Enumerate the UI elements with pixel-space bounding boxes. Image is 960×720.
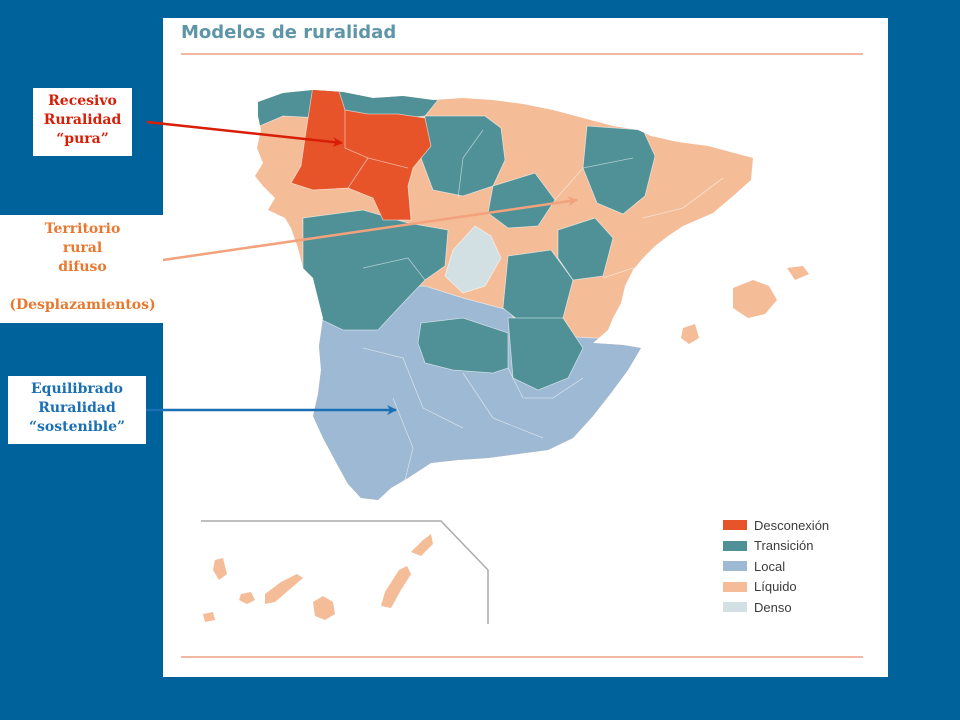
legend-swatch (723, 581, 747, 592)
top-divider (181, 53, 863, 55)
region-transicion-south-center (417, 317, 509, 374)
annotation-line: Ruralidad (38, 400, 116, 416)
annotation-line: difuso (58, 259, 107, 275)
legend-label: Local (754, 558, 786, 574)
island-fuerteventura (381, 566, 411, 608)
island-mallorca (733, 280, 777, 318)
annotation-spacer (0, 277, 165, 296)
annotation-line: Territorio (44, 221, 121, 237)
balearic-islands (681, 266, 809, 344)
map-panel: Modelos de ruralidad (163, 18, 888, 677)
legend-swatch (723, 602, 747, 613)
spain-map (201, 90, 809, 624)
island-la-gomera (239, 592, 255, 604)
canary-islands (203, 534, 433, 622)
region-transicion-aragon (582, 125, 656, 215)
island-el-hierro (203, 612, 215, 622)
canary-frame (201, 520, 489, 624)
legend-item-desconexion: Desconexión (723, 515, 829, 536)
annotation-line: (Desplazamientos) (9, 297, 156, 313)
legend-item-local: Local (723, 556, 829, 577)
legend-item-liquido: Líquido (723, 577, 829, 598)
island-menorca (787, 266, 809, 280)
annotation-line: rural (62, 240, 103, 256)
annotation-line: Ruralidad (43, 112, 122, 128)
legend-item-transicion: Transición (723, 536, 829, 557)
legend-item-denso: Denso (723, 597, 829, 618)
legend-swatch (723, 540, 747, 551)
legend-label: Desconexión (754, 517, 830, 533)
annotation-line: Equilibrado (31, 381, 123, 397)
island-tenerife (265, 574, 303, 604)
island-lanzarote (411, 534, 433, 556)
legend-label: Líquido (754, 579, 797, 595)
annotation-line: “pura” (56, 131, 109, 147)
legend-swatch (723, 520, 747, 531)
island-gran-canaria (313, 596, 335, 620)
map-title: Modelos de ruralidad (181, 22, 397, 43)
bottom-divider (181, 656, 863, 658)
legend-swatch (723, 561, 747, 572)
legend-label: Denso (754, 599, 792, 615)
region-transicion-castilla-north (420, 115, 506, 197)
annotation-equilibrado: Equilibrado Ruralidad “sostenible” (8, 376, 146, 444)
annotation-line: “sostenible” (28, 419, 126, 435)
legend: Desconexión Transición Local Líquido Den… (723, 515, 829, 618)
island-la-palma (213, 558, 227, 580)
annotation-recesivo: Recesivo Ruralidad “pura” (33, 88, 132, 156)
annotation-line: Recesivo (48, 93, 117, 109)
annotation-territorio: Territorio rural difuso (Desplazamientos… (0, 215, 165, 323)
province-borders (344, 110, 724, 489)
island-ibiza (681, 324, 699, 344)
legend-label: Transición (754, 538, 814, 554)
region-layers (255, 90, 656, 500)
